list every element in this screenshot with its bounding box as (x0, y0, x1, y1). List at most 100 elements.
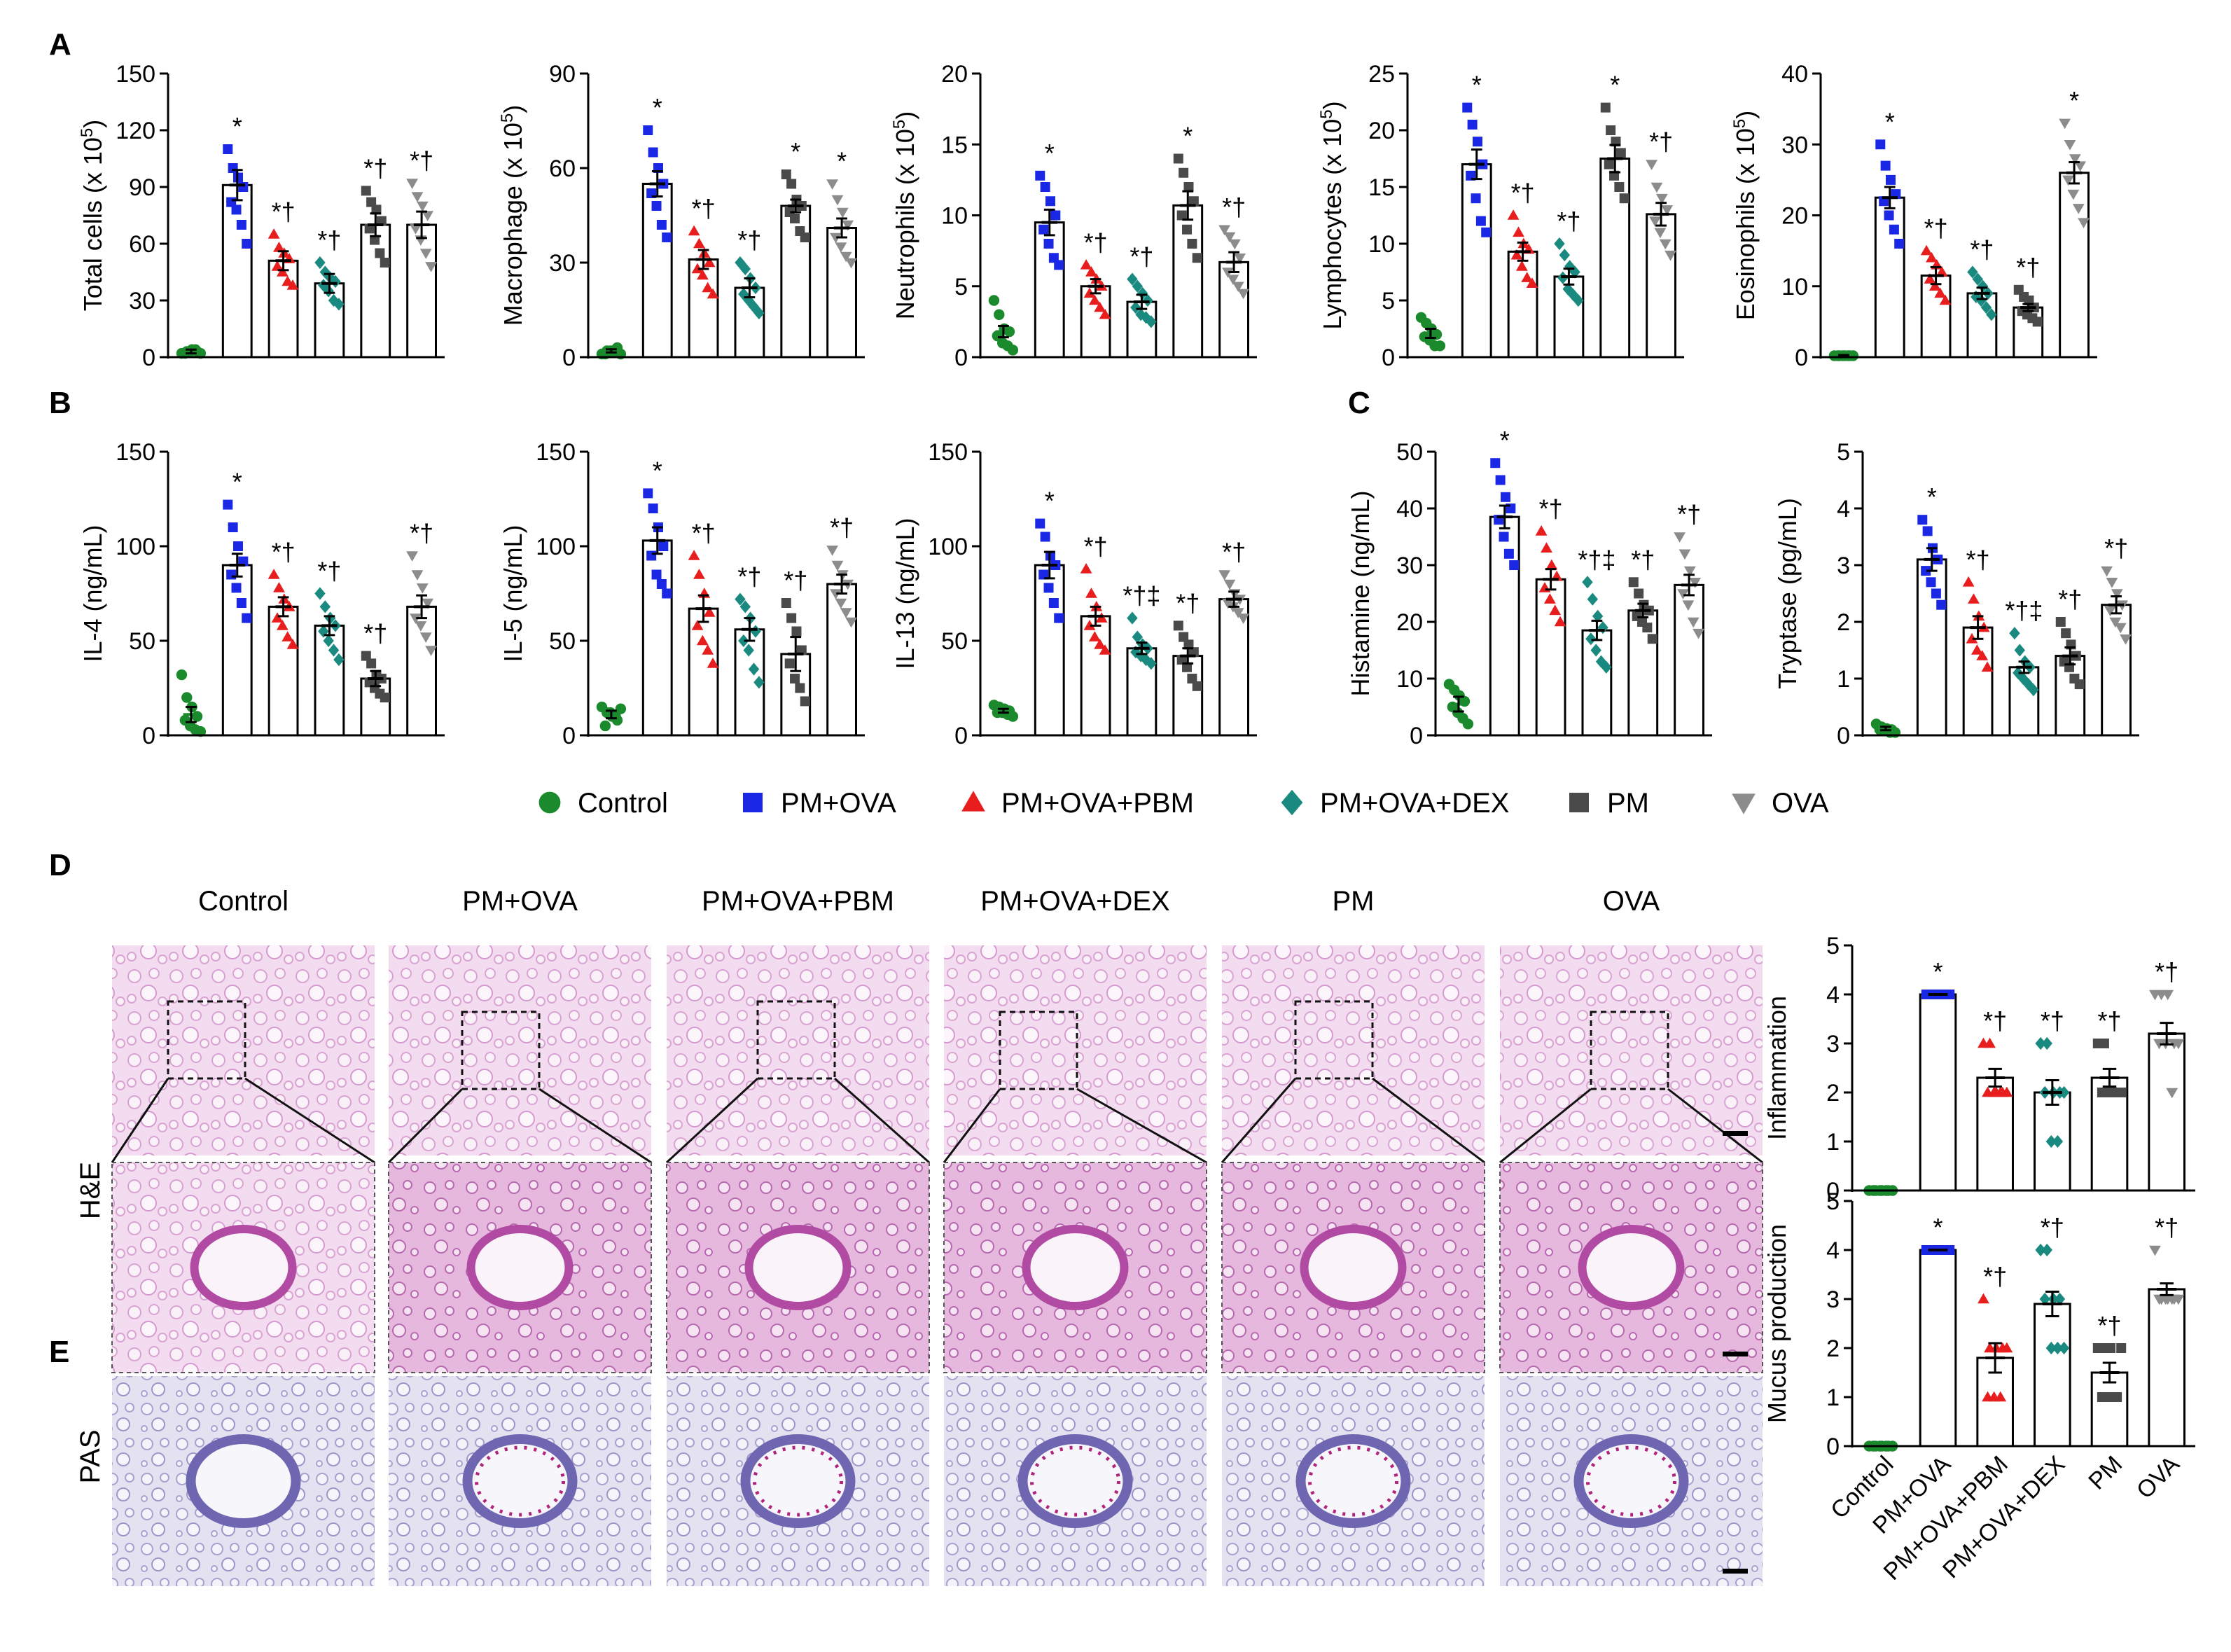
y-tick-label: 150 (536, 439, 576, 466)
y-tick-label: 0 (562, 345, 576, 371)
y-tick-label: 50 (1396, 439, 1423, 466)
y-axis-label: Histamine (ng/mL) (1346, 490, 1375, 696)
data-point (1619, 193, 1629, 204)
significance-label: * (791, 137, 800, 166)
data-point (1182, 224, 1193, 235)
data-point (276, 620, 289, 630)
legend-label: OVA (1772, 788, 1829, 819)
data-point (273, 582, 285, 592)
data-point (1928, 280, 1941, 291)
data-point (1642, 623, 1653, 633)
data-point (2072, 204, 2085, 214)
y-tick-label: 30 (1781, 132, 1808, 158)
data-point (1545, 559, 1558, 570)
data-point (702, 644, 714, 655)
data-point (1192, 681, 1202, 691)
data-point (1606, 125, 1616, 135)
bar-PM+OVA (1919, 1249, 1957, 1448)
data-point (2014, 644, 2025, 657)
zoom-line (244, 1077, 375, 1164)
he-overview-image (667, 945, 929, 1155)
y-axis-label: Total cells (x 105) (78, 120, 108, 311)
significance-label: *† (272, 538, 296, 567)
data-point (696, 269, 709, 280)
data-point (1094, 301, 1106, 312)
data-point (2001, 1342, 2013, 1353)
data-point (1649, 216, 1661, 227)
y-tick-label: 20 (1781, 203, 1808, 230)
data-point (1509, 560, 1520, 570)
data-point (1981, 661, 1994, 672)
y-tick-label: 4 (1826, 1237, 1840, 1264)
data-point (1526, 277, 1538, 288)
scale-bar (1723, 1352, 1748, 1356)
airway-pas (462, 1434, 578, 1528)
chart-il5: 0 50 100 150 IL-5 (ng/mL) * *† *† *† *† (499, 439, 865, 749)
data-point (1661, 205, 1674, 216)
chart-tryptase: 0 1 2 3 4 5 Tryptase (pg/mL) * *† *†‡ *† *† (1773, 439, 2139, 749)
data-point (2048, 1292, 2059, 1306)
bar-OVA (2059, 172, 2090, 359)
data-point (831, 560, 844, 571)
data-point (840, 608, 852, 618)
data-point (748, 662, 760, 676)
data-point (1971, 290, 1982, 304)
significance-label: *† (2097, 1006, 2121, 1035)
data-point (1040, 182, 1050, 192)
airway-pas (1295, 1434, 1411, 1528)
data-point (2172, 1039, 2185, 1050)
y-tick-label: 25 (1368, 61, 1395, 88)
y-tick-label: 40 (1781, 61, 1808, 88)
data-point (599, 720, 611, 732)
significance-label: *† (363, 153, 387, 182)
data-point (1085, 266, 1097, 277)
significance-label: *† (2058, 585, 2082, 613)
chart-il4: 0 50 100 150 IL-4 (ng/mL) * *† *† *† *† (78, 439, 445, 749)
y-tick-label: 0 (1826, 1178, 1840, 1205)
data-point (656, 220, 667, 230)
significance-label: * (1045, 139, 1055, 167)
significance-label: *† (830, 513, 854, 541)
bar-PM+OVA (1874, 196, 1905, 359)
data-point (1647, 634, 1657, 644)
data-point (1559, 249, 1570, 262)
data-point (1054, 260, 1064, 270)
data-point (361, 186, 371, 196)
airway-pas (1573, 1434, 1689, 1528)
y-tick-label: 0 (1382, 345, 1395, 371)
inset-box (756, 1000, 836, 1080)
data-point (419, 632, 432, 643)
data-point (318, 279, 329, 292)
data-point (314, 587, 326, 600)
bar-PM+OVA (641, 183, 673, 359)
data-point (380, 258, 390, 268)
y-tick-label: 0 (1837, 723, 1850, 749)
y-tick-label: 60 (549, 155, 576, 182)
significance-label: * (1183, 122, 1193, 151)
data-point (2069, 154, 2081, 165)
data-point (1604, 159, 1614, 169)
data-point (1173, 620, 1183, 631)
data-point (1035, 518, 1045, 529)
data-point (1510, 249, 1523, 260)
data-point (1088, 294, 1101, 305)
airway-he (1300, 1225, 1407, 1310)
data-point (1499, 532, 1509, 542)
data-point (739, 600, 751, 613)
bar-PM+OVA+DEX (2008, 666, 2040, 737)
data-point (238, 182, 249, 192)
data-point (2058, 1085, 2070, 1099)
data-point (1971, 644, 1983, 655)
data-point (1968, 593, 1980, 604)
y-tick-label: 3 (1837, 553, 1850, 579)
data-point (786, 179, 797, 189)
data-point (2058, 1341, 2070, 1355)
column-title-1: PM+OVA (462, 886, 578, 917)
data-point (790, 214, 800, 223)
data-point (2028, 683, 2039, 697)
data-point (2120, 634, 2132, 645)
significance-label: *† (1557, 207, 1580, 235)
data-point (2111, 589, 2123, 599)
data-point (1183, 182, 1194, 192)
